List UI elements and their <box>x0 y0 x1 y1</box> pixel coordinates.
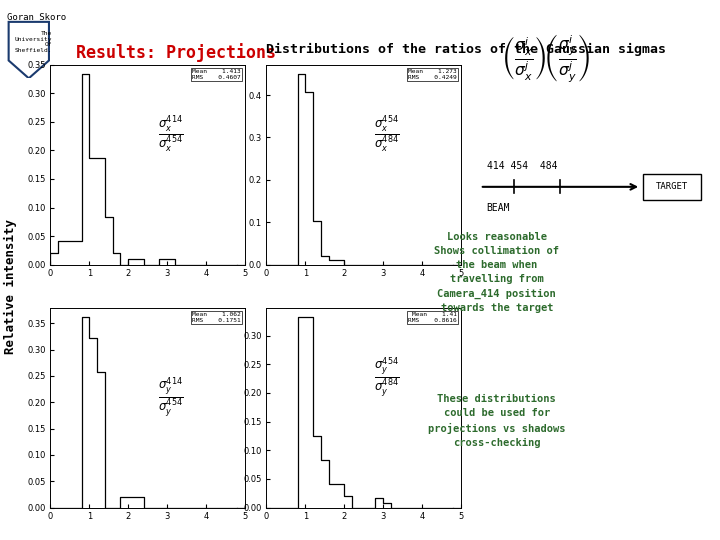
Text: Mean    1.413
RMS    0.4607: Mean 1.413 RMS 0.4607 <box>192 69 241 79</box>
Text: Mean    1.273
RMS    0.4249: Mean 1.273 RMS 0.4249 <box>408 69 457 79</box>
FancyBboxPatch shape <box>644 174 701 200</box>
Text: Goran Skoro: Goran Skoro <box>7 14 66 23</box>
Text: Relative intensity: Relative intensity <box>4 219 17 354</box>
Text: $\frac{\sigma_y^{454}}{\sigma_y^{484}}$: $\frac{\sigma_y^{454}}{\sigma_y^{484}}$ <box>374 356 400 400</box>
Text: $\frac{\sigma_x^{454}}{\sigma_x^{484}}$: $\frac{\sigma_x^{454}}{\sigma_x^{484}}$ <box>374 114 400 155</box>
Text: 414 454  484: 414 454 484 <box>487 161 557 171</box>
Text: TARGET: TARGET <box>656 183 688 191</box>
Text: Mean    1.41
RMS    0.8616: Mean 1.41 RMS 0.8616 <box>408 312 457 322</box>
Text: $\frac{\sigma_x^{414}}{\sigma_x^{454}}$: $\frac{\sigma_x^{414}}{\sigma_x^{454}}$ <box>158 114 184 155</box>
Text: $\left(\frac{\sigma_x^i}{\sigma_x^j}\right)\!\left(\frac{\sigma_y^i}{\sigma_y^j}: $\left(\frac{\sigma_x^i}{\sigma_x^j}\rig… <box>501 33 590 85</box>
Text: $\frac{\sigma_y^{414}}{\sigma_y^{454}}$: $\frac{\sigma_y^{414}}{\sigma_y^{454}}$ <box>158 376 184 420</box>
Text: BEAM: BEAM <box>487 202 510 213</box>
Text: Results: Projections: Results: Projections <box>76 43 276 62</box>
Text: Looks reasonable
Shows collimation of
the beam when
travelling from
Camera_414 p: Looks reasonable Shows collimation of th… <box>434 232 559 313</box>
Text: The
University
Of
Sheffield.: The University Of Sheffield. <box>15 31 53 53</box>
Text: Distributions of the ratios of the Gaussian sigmas: Distributions of the ratios of the Gauss… <box>266 43 667 56</box>
Text: Mean    1.062
RMS    0.1751: Mean 1.062 RMS 0.1751 <box>192 312 241 322</box>
Text: These distributions
could be used for
projections vs shadows
cross-checking: These distributions could be used for pr… <box>428 394 565 448</box>
